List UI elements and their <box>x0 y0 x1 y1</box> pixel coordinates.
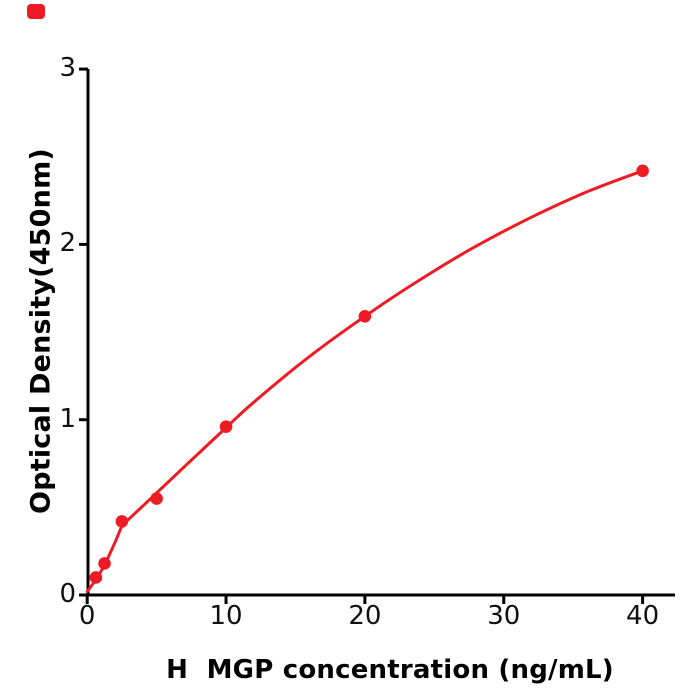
x-tick-label: 40 <box>626 601 660 631</box>
data-point <box>98 557 111 570</box>
data-point <box>89 571 103 584</box>
data-point <box>115 515 129 528</box>
y-tick-label: 0 <box>59 579 76 609</box>
standard-curve-line <box>85 169 645 593</box>
x-tick-label: 10 <box>209 601 243 631</box>
y-tick-label: 3 <box>59 53 76 84</box>
data-point <box>150 492 163 505</box>
y-axis-title: Optical Density(450nm) <box>25 148 57 514</box>
y-tick-label: 1 <box>59 403 76 434</box>
data-point <box>358 309 372 323</box>
data-point <box>219 420 233 434</box>
data-point <box>636 164 649 178</box>
y-tick-label: 2 <box>59 228 76 259</box>
x-tick-label: 0 <box>78 601 96 631</box>
x-tick-label: 20 <box>348 601 382 631</box>
brand-logo-mark <box>27 4 45 19</box>
x-tick-label: 30 <box>487 601 521 631</box>
x-axis-title: H MGP concentration (ng/mL) <box>166 655 614 685</box>
